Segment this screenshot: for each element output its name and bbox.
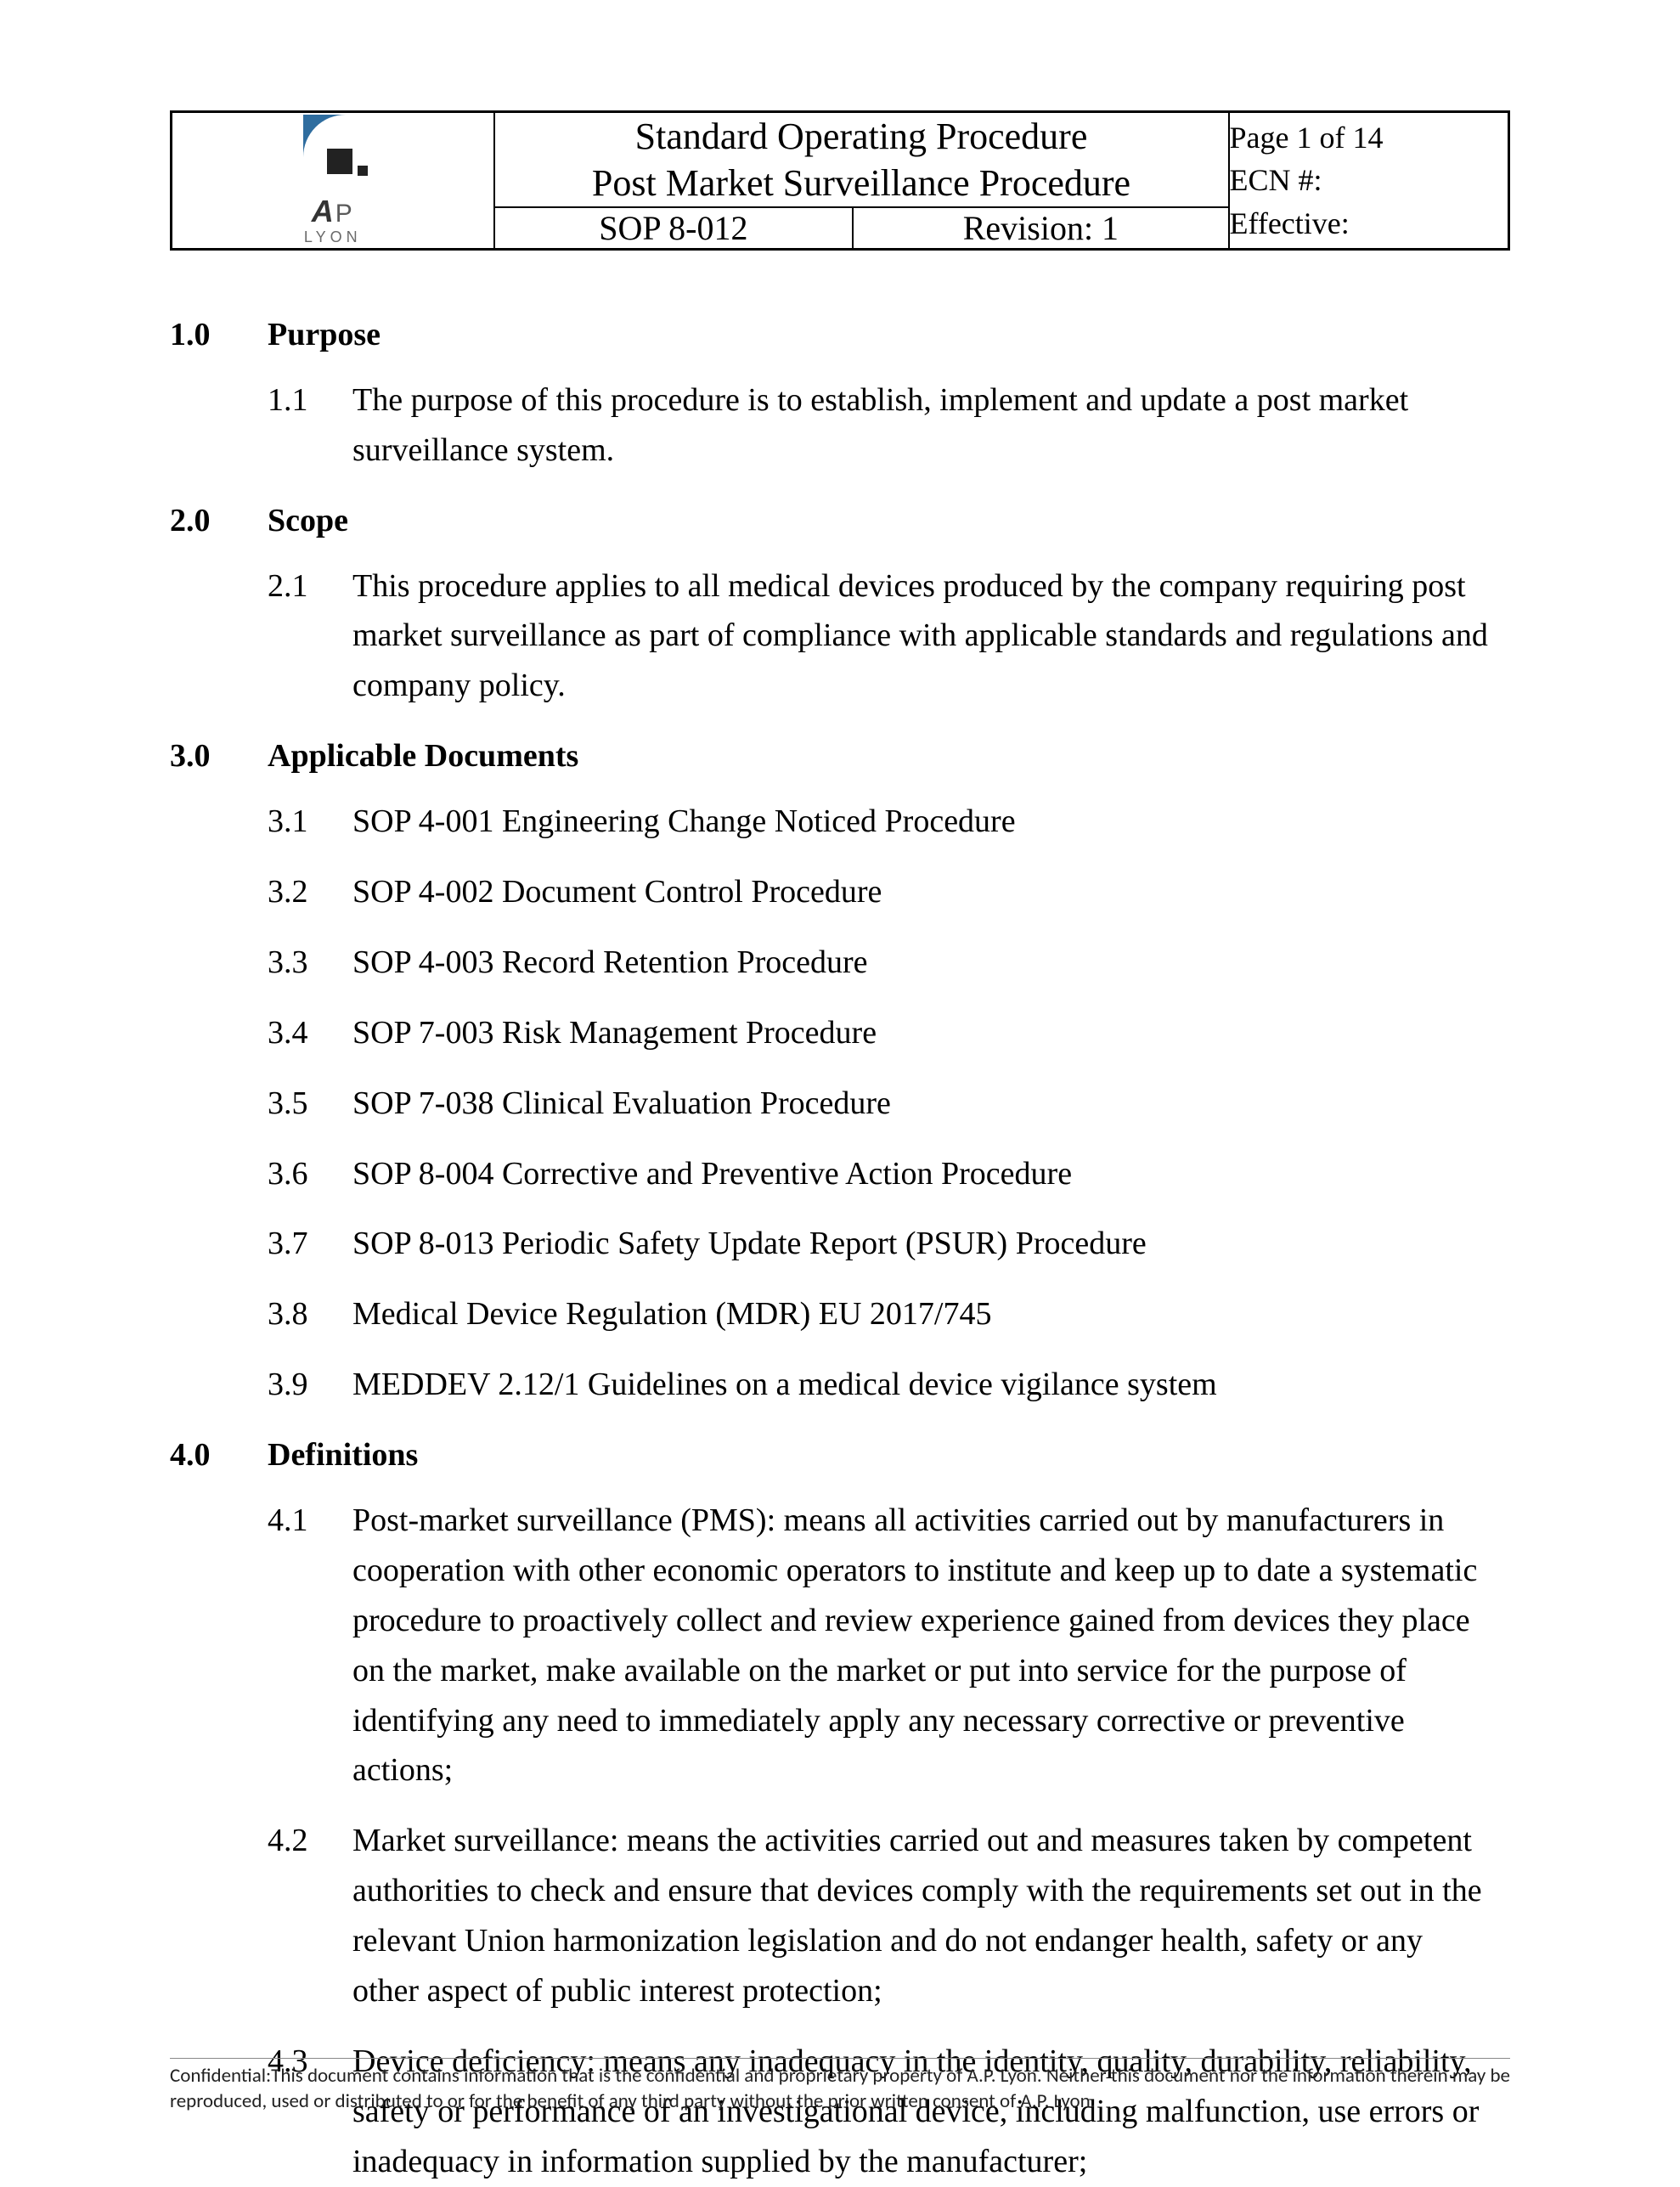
item-number: 3.5 [268, 1079, 352, 1129]
section-title: Purpose [268, 310, 381, 360]
section-title: Scope [268, 496, 348, 546]
page-number: Page 1 of 14 [1230, 116, 1508, 159]
item-text: This procedure applies to all medical de… [352, 561, 1510, 712]
section-item: 3.2SOP 4-002 Document Control Procedure [170, 867, 1510, 917]
section-item: 3.1SOP 4-001 Engineering Change Noticed … [170, 797, 1510, 847]
section-item: 3.6SOP 8-004 Corrective and Preventive A… [170, 1149, 1510, 1199]
section-item: 3.7SOP 8-013 Periodic Safety Update Repo… [170, 1219, 1510, 1269]
document-title-cell: Standard Operating Procedure Post Market… [494, 112, 1229, 208]
section-title: Definitions [268, 1430, 418, 1480]
item-number: 4.1 [268, 1496, 352, 1795]
item-number: 3.6 [268, 1149, 352, 1199]
section-number: 2.0 [170, 496, 268, 546]
sop-number-cell: SOP 8-012 [494, 207, 854, 250]
item-number: 1.1 [268, 375, 352, 476]
item-text: MEDDEV 2.12/1 Guidelines on a medical de… [352, 1360, 1510, 1410]
logo-sub-text: LYON [286, 228, 380, 246]
section-number: 3.0 [170, 731, 268, 781]
document-meta-cell: Page 1 of 14 ECN #: Effective: [1229, 112, 1509, 250]
item-text: SOP 8-013 Periodic Safety Update Report … [352, 1219, 1510, 1269]
item-number: 3.8 [268, 1289, 352, 1339]
item-number: 3.2 [268, 867, 352, 917]
ecn-number: ECN #: [1230, 159, 1508, 201]
item-number: 4.2 [268, 1816, 352, 2016]
section-title: Applicable Documents [268, 731, 578, 781]
logo-cell: AP LYON [172, 112, 494, 250]
item-number: 2.1 [268, 561, 352, 712]
item-text: SOP 4-002 Document Control Procedure [352, 867, 1510, 917]
item-text: Post-market surveillance (PMS): means al… [352, 1496, 1510, 1795]
item-text: Market surveillance: means the activitie… [352, 1816, 1510, 2016]
item-text: SOP 7-038 Clinical Evaluation Procedure [352, 1079, 1510, 1129]
section-heading: 1.0Purpose [170, 310, 1510, 360]
section-item: 3.3SOP 4-003 Record Retention Procedure [170, 938, 1510, 988]
item-number: 3.7 [268, 1219, 352, 1269]
section-item: 3.5SOP 7-038 Clinical Evaluation Procedu… [170, 1079, 1510, 1129]
item-number: 3.3 [268, 938, 352, 988]
section-heading: 3.0Applicable Documents [170, 731, 1510, 781]
item-text: Medical Device Regulation (MDR) EU 2017/… [352, 1289, 1510, 1339]
document-body: 1.0Purpose 1.1The purpose of this procedu… [170, 310, 1510, 2187]
section-heading: 4.0Definitions [170, 1430, 1510, 1480]
item-number: 3.1 [268, 797, 352, 847]
confidentiality-footer: Confidential:This document contains info… [170, 2058, 1510, 2115]
item-text: The purpose of this procedure is to esta… [352, 375, 1510, 476]
item-text: SOP 7-003 Risk Management Procedure [352, 1008, 1510, 1058]
title-line-1: Standard Operating Procedure [495, 113, 1228, 160]
section-number: 1.0 [170, 310, 268, 360]
revision-cell: Revision: 1 [853, 207, 1228, 250]
item-text: SOP 4-001 Engineering Change Noticed Pro… [352, 797, 1510, 847]
logo-icon [286, 115, 380, 191]
section-item: 1.1The purpose of this procedure is to e… [170, 375, 1510, 476]
logo-brand-text: AP [286, 196, 380, 227]
section-item: 4.2Market surveillance: means the activi… [170, 1816, 1510, 2016]
section-heading: 2.0Scope [170, 496, 1510, 546]
section-item: 2.1This procedure applies to all medical… [170, 561, 1510, 712]
effective-date: Effective: [1230, 202, 1508, 245]
title-line-2: Post Market Surveillance Procedure [495, 160, 1228, 206]
item-text: SOP 4-003 Record Retention Procedure [352, 938, 1510, 988]
item-number: 3.4 [268, 1008, 352, 1058]
item-text: SOP 8-004 Corrective and Preventive Acti… [352, 1149, 1510, 1199]
section-item: 3.8Medical Device Regulation (MDR) EU 20… [170, 1289, 1510, 1339]
company-logo: AP LYON [286, 115, 380, 246]
section-item: 3.4SOP 7-003 Risk Management Procedure [170, 1008, 1510, 1058]
section-number: 4.0 [170, 1430, 268, 1480]
document-header-table: AP LYON Standard Operating Procedure Pos… [170, 110, 1510, 251]
item-number: 3.9 [268, 1360, 352, 1410]
section-item: 4.1Post-market surveillance (PMS): means… [170, 1496, 1510, 1795]
section-item: 3.9MEDDEV 2.12/1 Guidelines on a medical… [170, 1360, 1510, 1410]
